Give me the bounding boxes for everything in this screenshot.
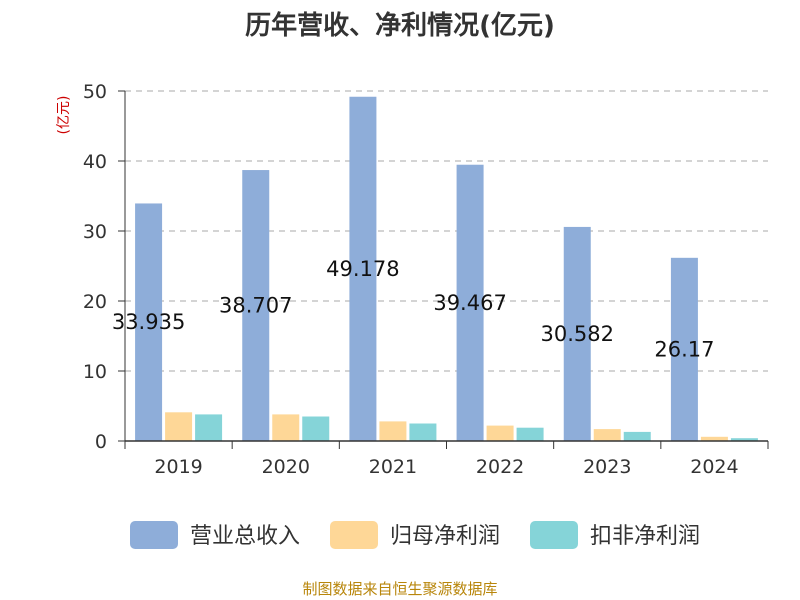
- y-tick-label: 50: [83, 81, 107, 103]
- y-tick-label: 20: [83, 291, 107, 313]
- bar-2023-s0[interactable]: [563, 226, 591, 441]
- bar-2020-s0[interactable]: [242, 170, 270, 441]
- legend[interactable]: 营业总收入 归母净利润 扣非净利润: [130, 521, 700, 549]
- bar-2019-s1[interactable]: [165, 412, 193, 441]
- data-labels-group: 33.935 38.707 49.178 39.467 30.582 26.17: [112, 257, 715, 362]
- legend-label: 归母净利润: [390, 524, 500, 549]
- bar-2019-s2[interactable]: [195, 414, 223, 441]
- bar-2023-s1[interactable]: [593, 429, 621, 441]
- y-tick-label: 30: [83, 221, 107, 243]
- bar-2019-s0[interactable]: [135, 203, 163, 441]
- bar-2023-s2[interactable]: [623, 431, 651, 441]
- y-tick-label: 10: [83, 361, 107, 383]
- bar-2020-s1[interactable]: [272, 414, 300, 441]
- source-note: 制图数据来自恒生聚源数据库: [302, 580, 497, 598]
- y-tick-label: 0: [95, 431, 107, 453]
- grid-lines: [125, 90, 768, 372]
- y-tick-label: 40: [83, 151, 107, 173]
- legend-swatch: [530, 521, 578, 549]
- bar-2021-s2[interactable]: [409, 423, 437, 442]
- data-label: 39.467: [433, 291, 506, 315]
- x-tick-label: 2020: [262, 456, 310, 478]
- legend-item-1[interactable]: 归母净利润: [330, 521, 500, 549]
- x-tick-label: 2021: [369, 456, 417, 478]
- x-tick-label: 2019: [154, 456, 202, 478]
- bar-2024-s1[interactable]: [700, 436, 728, 441]
- x-tick-label: 2022: [476, 456, 524, 478]
- legend-item-0[interactable]: 营业总收入: [130, 521, 300, 549]
- x-tick-label: 2024: [690, 456, 738, 478]
- data-label: 38.707: [219, 294, 292, 318]
- legend-item-2[interactable]: 扣非净利润: [530, 521, 700, 549]
- bars-group: [135, 96, 758, 442]
- x-tick-label: 2023: [583, 456, 631, 478]
- axes-group: 0 10 20 30 40 50 2019 2020 2021 2022 2023 2024: [83, 81, 769, 478]
- y-axis-label: (亿元): [56, 96, 72, 135]
- chart-title: 历年营收、净利情况(亿元): [245, 10, 555, 41]
- bar-2022-s2[interactable]: [516, 427, 544, 441]
- legend-swatch: [330, 521, 378, 549]
- bar-2022-s0[interactable]: [456, 164, 484, 441]
- bar-2022-s1[interactable]: [486, 425, 514, 441]
- legend-swatch: [130, 521, 178, 549]
- data-label: 49.178: [326, 257, 399, 281]
- bar-2024-s0[interactable]: [670, 257, 698, 441]
- legend-label: 营业总收入: [190, 524, 300, 549]
- data-label: 33.935: [112, 310, 185, 334]
- bar-2021-s0[interactable]: [349, 96, 377, 441]
- bar-2021-s1[interactable]: [379, 421, 407, 441]
- bar-2020-s2[interactable]: [302, 416, 330, 442]
- legend-label: 扣非净利润: [590, 524, 700, 549]
- data-label: 30.582: [541, 322, 614, 346]
- data-label: 26.17: [654, 337, 714, 361]
- bar-2024-s2[interactable]: [730, 438, 758, 441]
